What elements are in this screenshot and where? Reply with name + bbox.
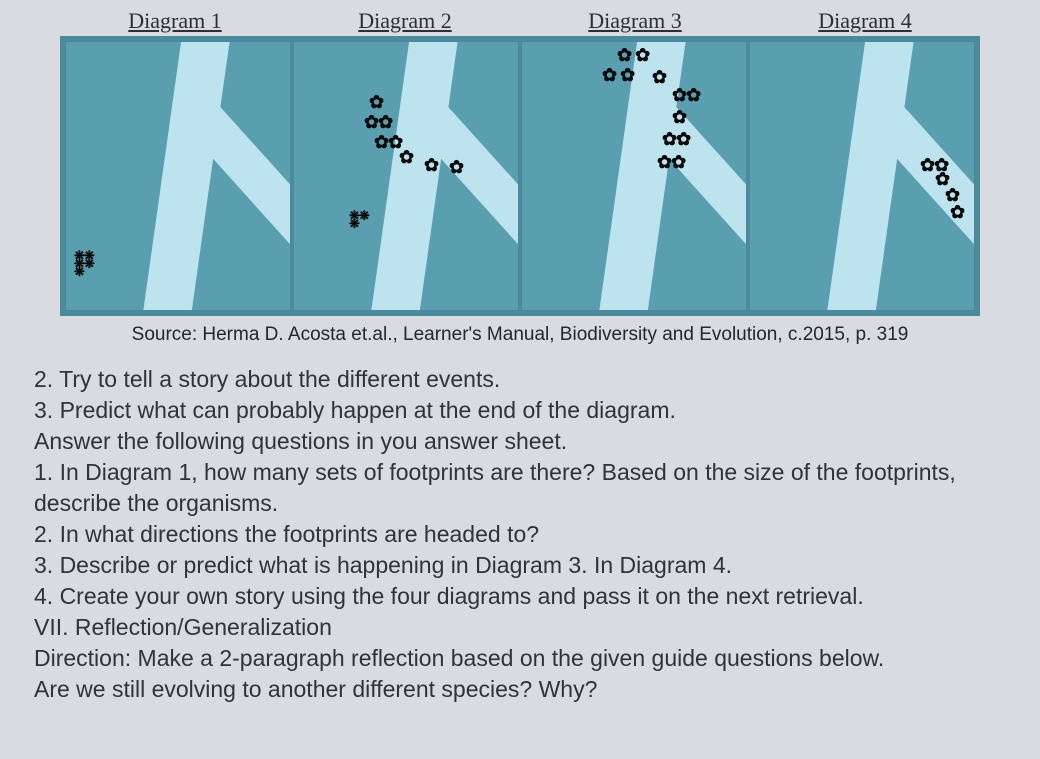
panel-1: ❋❋ ❋❋ ❋ [66,42,290,310]
river-main [356,42,459,310]
worksheet-page: Diagram 1 Diagram 2 Diagram 3 Diagram 4 … [0,0,1040,726]
diagram-label: Diagram 3 [520,8,750,34]
text-line: Are we still evolving to another differe… [34,674,1006,705]
footprint-big: ✿ [369,97,383,108]
diagram-label: Diagram 2 [290,8,520,34]
body-text: 2. Try to tell a story about the differe… [30,364,1010,706]
footprint-big: ✿ [935,174,949,185]
diagram-panels: ❋❋ ❋❋ ❋ ❋❋ ❋ ✿✿✿✿✿✿✿✿ ✿ ✿✿ ✿✿✿✿✿✿✿✿✿ ✿✿✿… [60,36,980,316]
river-main [812,42,915,310]
text-line: 3. Predict what can probably happen at t… [34,395,1006,426]
text-line: 2. In what directions the footprints are… [34,519,1006,550]
footprint-big: ✿ ✿ [602,70,634,81]
diagram-label: Diagram 1 [60,8,290,34]
footprint-big: ✿✿ [374,137,402,148]
footprint-big: ✿✿ [364,117,392,128]
footprint-big: ✿ [945,190,959,201]
footprints-small: ❋❋ ❋ [349,212,369,228]
text-line: 3. Describe or predict what is happening… [34,550,1006,581]
footprint-big: ✿✿ [672,90,700,101]
footprint-big: ✿ [449,162,463,173]
text-line: 2. Try to tell a story about the differe… [34,364,1006,395]
footprint-big: ✿ [652,72,666,83]
footprint-big: ✿ [399,152,413,163]
text-line: 1. In Diagram 1, how many sets of footpr… [34,457,1006,519]
text-line: Answer the following questions in you an… [34,426,1006,457]
panel-4: ✿✿✿✿✿ [750,42,974,310]
footprint-big: ✿ [424,160,438,171]
river-main [584,42,687,310]
diagram-label: Diagram 4 [750,8,980,34]
text-line: Direction: Make a 2-paragraph reflection… [34,643,1006,674]
river-main [128,42,231,310]
text-line: 4. Create your own story using the four … [34,581,1006,612]
footprint-big: ✿✿ [662,134,690,145]
panel-3: ✿ ✿✿ ✿✿✿✿✿✿✿✿✿ [522,42,746,310]
text-line: VII. Reflection/Generalization [34,612,1006,643]
footprint-big: ✿ [672,112,686,123]
footprint-big: ✿ [950,207,964,218]
footprint-big: ✿ ✿ [617,50,649,61]
diagram-labels-row: Diagram 1 Diagram 2 Diagram 3 Diagram 4 [30,8,1010,34]
footprints-small: ❋❋ ❋❋ ❋ [74,252,94,275]
footprint-big: ✿✿ [657,157,685,168]
source-caption: Source: Herma D. Acosta et.al., Learner'… [30,324,1010,346]
panel-2: ❋❋ ❋ ✿✿✿✿✿✿✿✿ [294,42,518,310]
